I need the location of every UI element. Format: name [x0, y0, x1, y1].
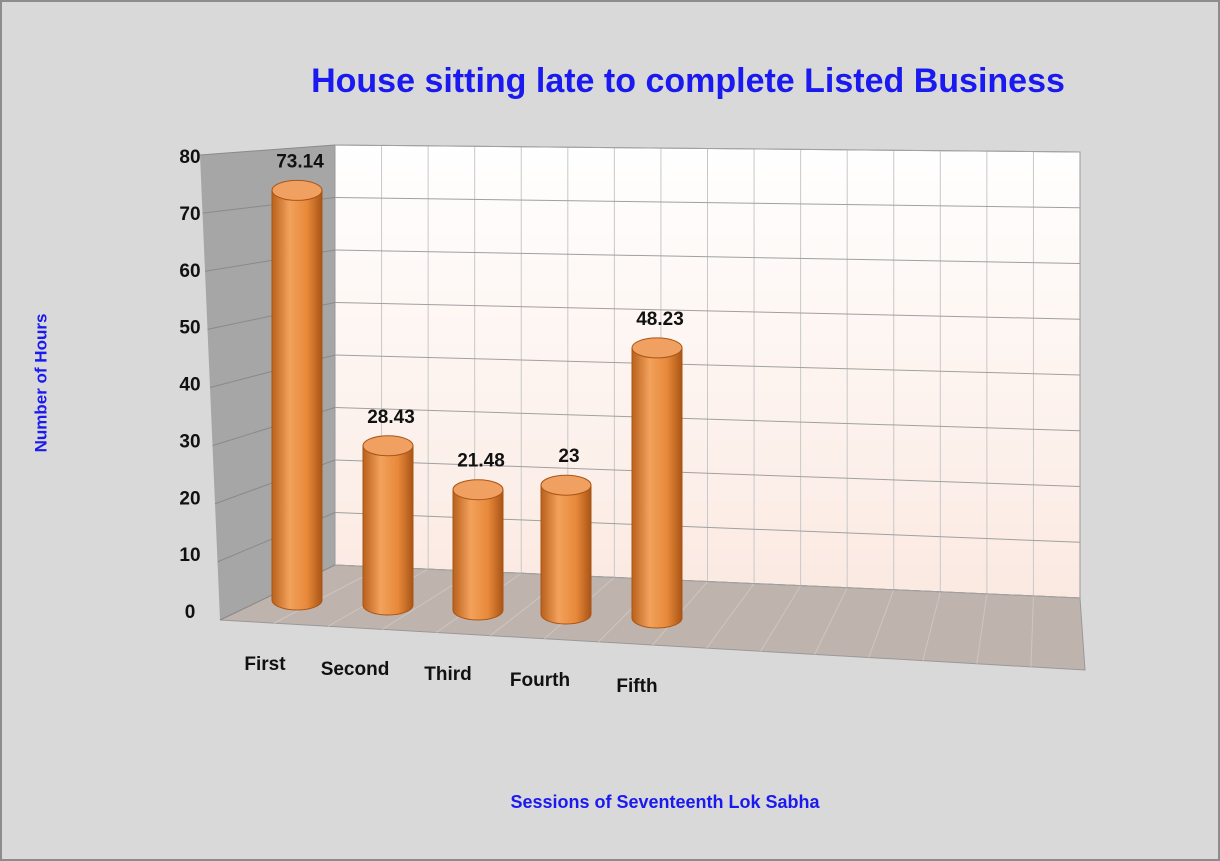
chart-title: House sitting late to complete Listed Bu… [311, 62, 1065, 100]
floor-column-line [922, 591, 941, 661]
grid-line [334, 302, 1081, 320]
y-axis-label: Number of Hours [31, 314, 50, 453]
y-tick-label: 50 [179, 318, 200, 339]
grid-line [334, 249, 1081, 264]
grid-line [334, 459, 1081, 487]
x-tick-label: Third [424, 664, 472, 685]
side-grid-line [199, 144, 336, 156]
y-tick-label: 80 [179, 147, 200, 168]
data-label: 48.23 [636, 309, 684, 330]
data-label: 23 [558, 446, 579, 467]
bar-top [271, 179, 323, 201]
y-tick-label: 30 [179, 431, 200, 452]
bar-top [540, 474, 592, 496]
floor-column-line [706, 583, 755, 649]
x-tick-label: Fifth [616, 676, 657, 697]
floor-column-line [976, 593, 988, 664]
y-tick-label: 0 [185, 602, 196, 623]
bar [362, 445, 414, 616]
data-label: 21.48 [457, 451, 505, 472]
grid-line [334, 407, 1081, 432]
y-tick-label: 10 [179, 545, 200, 566]
data-label: 73.14 [276, 151, 324, 172]
grid-line [334, 144, 1081, 153]
y-tick-label: 20 [179, 488, 200, 509]
bar [540, 484, 592, 625]
grid-line [334, 354, 1081, 376]
x-tick-label: First [244, 654, 286, 675]
x-axis-label: Sessions of Seventeenth Lok Sabha [510, 792, 820, 812]
bar [271, 189, 323, 611]
floor-column-line [1030, 595, 1034, 667]
y-tick-label: 60 [179, 261, 200, 282]
bar-top [362, 435, 414, 457]
grid-line [334, 197, 1081, 209]
y-tick-label: 40 [179, 375, 200, 396]
data-label: 28.43 [367, 407, 415, 428]
x-tick-label: Fourth [510, 670, 570, 691]
floor-column-line [760, 585, 802, 652]
y-tick-label: 70 [179, 204, 200, 225]
floor-column-line [868, 589, 895, 658]
bar [452, 489, 504, 621]
x-tick-label: Second [321, 659, 390, 680]
bar [631, 347, 683, 629]
floor-column-line [814, 587, 848, 655]
bar-top [452, 479, 504, 501]
bar-top [631, 337, 683, 359]
